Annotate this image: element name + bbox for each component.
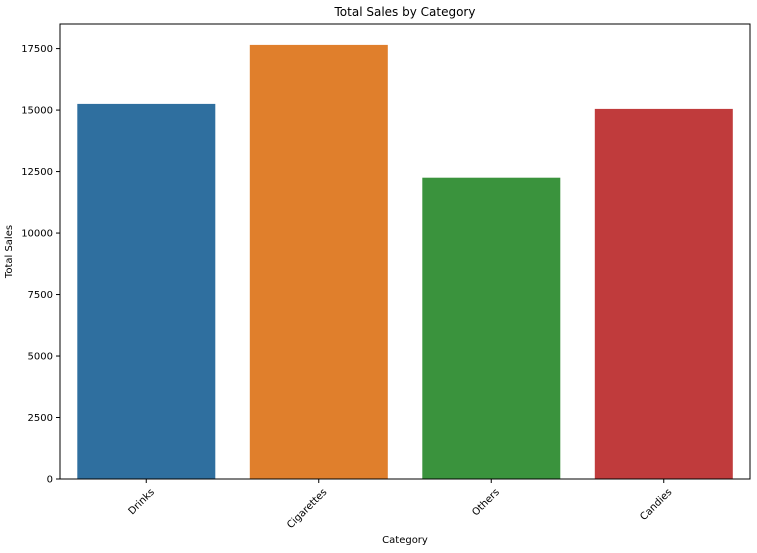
y-tick-label: 2500 (28, 413, 53, 424)
bar-cigarettes (249, 44, 388, 480)
x-axis: Drinks Cigarettes Others Candies (127, 479, 674, 531)
y-tick-label: 5000 (28, 352, 53, 363)
y-axis: 0 2500 5000 7500 10000 12500 15000 17500 (21, 44, 60, 486)
y-tick-label: 12500 (21, 167, 53, 178)
y-tick-label: 17500 (21, 44, 53, 55)
bar-drinks (77, 103, 216, 480)
bars-layer (77, 44, 733, 480)
y-tick-label: 15000 (21, 106, 53, 117)
x-axis-title: Category (382, 535, 428, 546)
y-axis-title: Total Sales (4, 225, 15, 279)
x-tick-label-others: Others (470, 487, 502, 519)
y-tick-label: 7500 (28, 290, 53, 301)
bar-candies (594, 108, 733, 480)
bar-others (422, 177, 561, 479)
x-tick-label-cigarettes: Cigarettes (285, 487, 329, 531)
x-tick-label-candies: Candies (638, 487, 674, 523)
y-tick-label: 10000 (21, 229, 53, 240)
plot-frame (59, 23, 751, 480)
x-tick-label-drinks: Drinks (127, 487, 157, 517)
y-tick-label: 0 (47, 475, 53, 486)
chart-title: Total Sales by Category (334, 5, 476, 19)
